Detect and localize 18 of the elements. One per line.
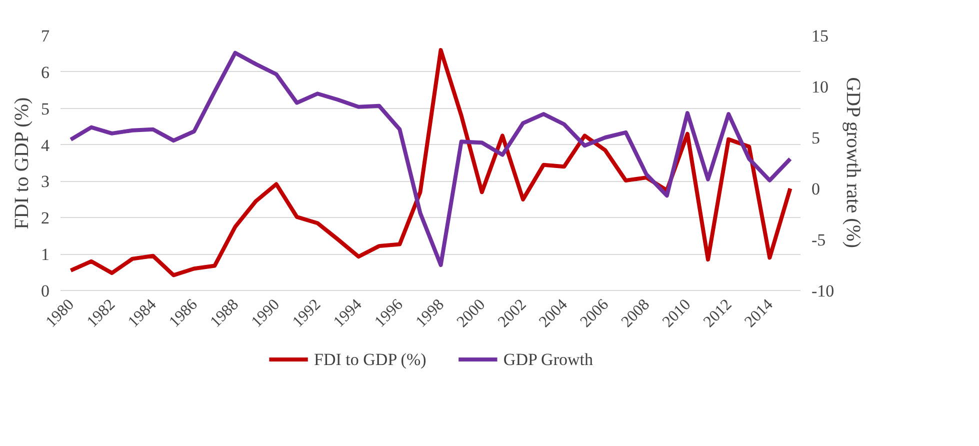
y2-tick-label: 10 bbox=[812, 78, 828, 96]
y-tick-label: 3 bbox=[41, 172, 50, 192]
y-axis-title: FDI to GDP (%) bbox=[11, 97, 33, 230]
legend-label: FDI to GDP (%) bbox=[314, 350, 426, 369]
legend-label: GDP Growth bbox=[503, 350, 594, 369]
y-tick-label: 4 bbox=[41, 136, 50, 155]
y-tick-label: 1 bbox=[41, 245, 50, 264]
y2-tick-label: 5 bbox=[812, 128, 820, 148]
y-tick-label: 2 bbox=[41, 208, 50, 228]
y-tick-label: 7 bbox=[41, 26, 50, 46]
y2-tick-label: -5 bbox=[812, 230, 826, 250]
y2-tick-label: 0 bbox=[812, 180, 820, 198]
y2-axis-title: GDP growth rate (%) bbox=[842, 77, 864, 248]
y-tick-label: 5 bbox=[41, 99, 50, 118]
y-tick-label: 0 bbox=[41, 282, 50, 300]
y-tick-label: 6 bbox=[41, 62, 50, 82]
y2-tick-label: 15 bbox=[812, 26, 828, 46]
y2-tick-label: -10 bbox=[812, 282, 834, 300]
